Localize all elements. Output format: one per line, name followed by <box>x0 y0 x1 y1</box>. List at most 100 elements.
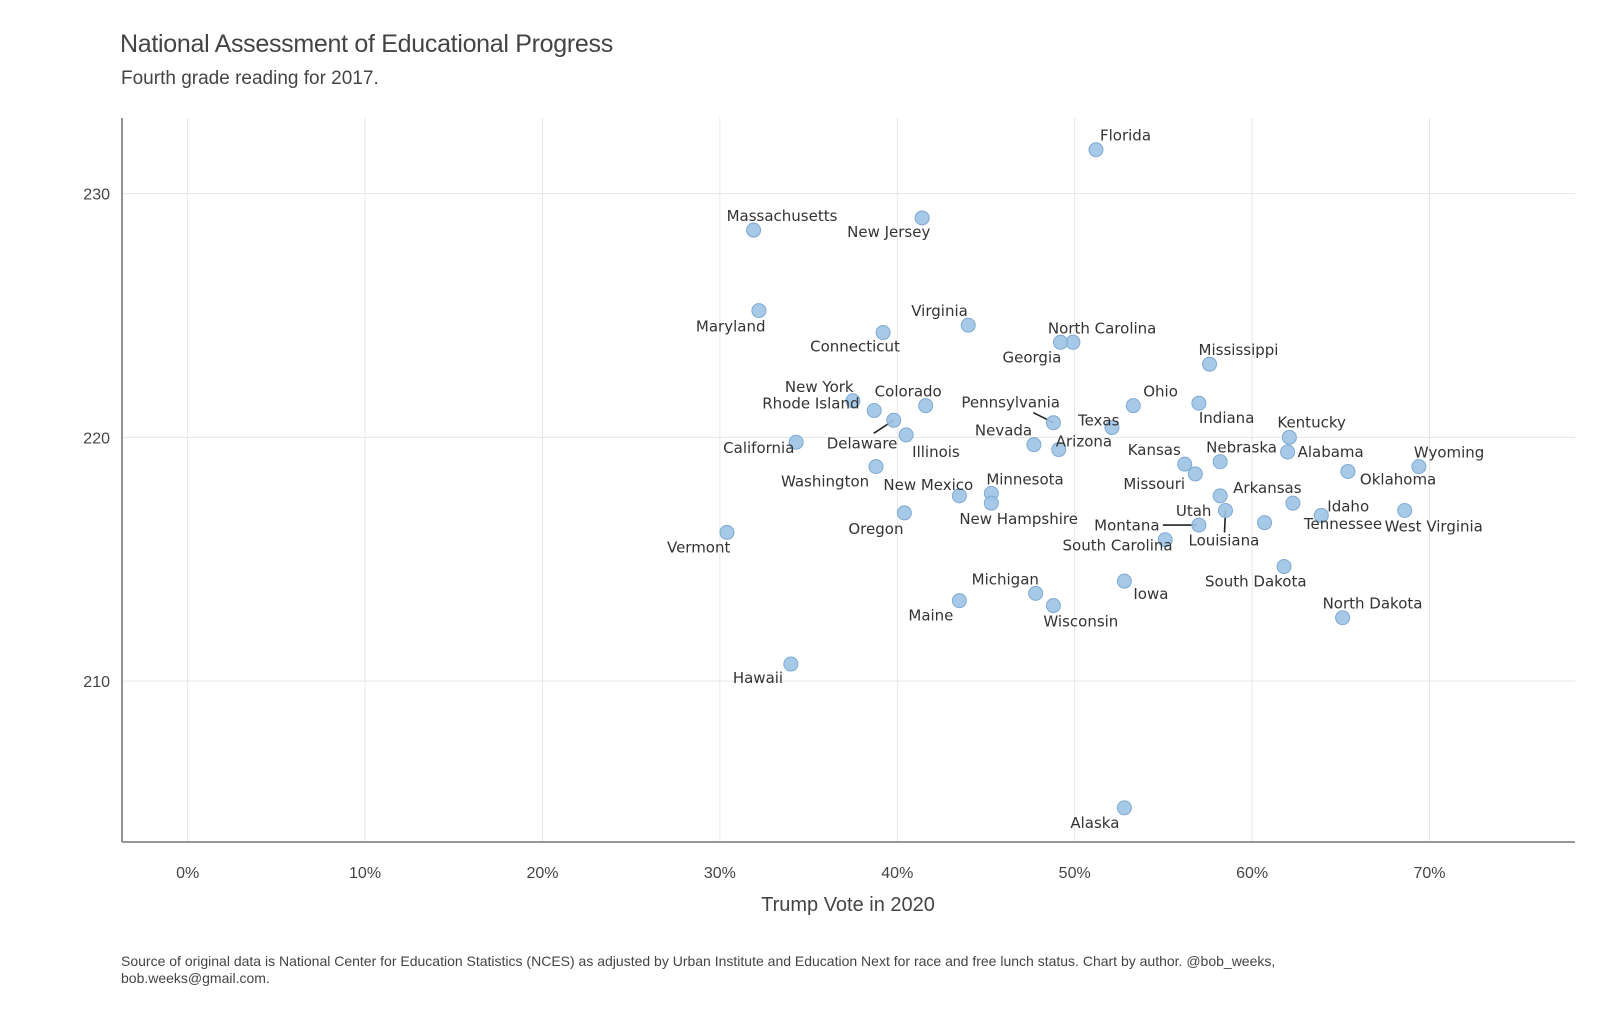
data-point <box>845 393 861 409</box>
point-label: Texas <box>1077 412 1120 430</box>
data-point <box>960 317 976 333</box>
data-point <box>1335 610 1351 626</box>
data-point <box>1026 437 1042 453</box>
point-label: Colorado <box>875 383 942 401</box>
x-tick-label: 20% <box>526 865 558 882</box>
data-point <box>1257 515 1273 531</box>
data-point <box>1191 517 1207 533</box>
point-label: Louisiana <box>1188 531 1259 549</box>
point-label: New Hampshire <box>959 510 1078 528</box>
data-point <box>983 495 999 511</box>
data-point <box>868 459 884 475</box>
point-label: Idaho <box>1327 497 1369 515</box>
point-label: Tennessee <box>1303 515 1382 533</box>
data-point <box>1313 507 1329 523</box>
data-point <box>1191 395 1207 411</box>
x-axis-title: Trump Vote in 2020 <box>761 894 935 916</box>
point-label: North Carolina <box>1048 319 1156 337</box>
data-point <box>746 222 762 238</box>
data-point <box>1280 444 1296 460</box>
data-point <box>1065 334 1081 350</box>
chart-title: National Assessment of Educational Progr… <box>120 30 613 58</box>
chart-subtitle: Fourth grade reading for 2017. <box>121 68 379 89</box>
point-label: Iowa <box>1133 585 1168 603</box>
data-point <box>1177 456 1193 472</box>
point-label: New Mexico <box>883 476 973 494</box>
point-label: Maryland <box>696 318 766 336</box>
data-point <box>783 656 799 672</box>
data-point <box>1053 334 1069 350</box>
axes: 0% 10% 20% 30% 40% 50% 60% 70% 210 220 230 <box>83 118 1575 882</box>
data-point <box>1116 800 1132 816</box>
point-label: Maine <box>908 607 953 625</box>
point-label: Alabama <box>1298 443 1364 461</box>
data-point <box>1281 429 1297 445</box>
point-label: Rhode Island <box>762 395 859 413</box>
point-label: Ohio <box>1143 383 1178 401</box>
point-label: Wyoming <box>1414 444 1484 462</box>
y-tick-label: 230 <box>83 187 110 204</box>
point-labels: Florida New Jersey Massachusetts Maryland Vi… <box>667 127 1484 832</box>
grid-lines <box>122 118 1575 842</box>
data-point <box>719 524 735 540</box>
data-points <box>719 142 1427 816</box>
point-label: New Jersey <box>847 223 930 241</box>
data-point <box>1411 459 1427 475</box>
point-label: California <box>723 439 794 457</box>
point-label: Kansas <box>1128 441 1181 459</box>
x-tick-label: 40% <box>881 865 913 882</box>
point-label: Delaware <box>827 434 898 452</box>
data-point <box>1116 573 1132 589</box>
data-point <box>898 427 914 443</box>
data-point <box>1285 495 1301 511</box>
data-point <box>1217 502 1233 518</box>
data-point <box>1212 488 1228 504</box>
point-label: Missouri <box>1123 475 1185 493</box>
data-point <box>1028 585 1044 601</box>
data-point <box>1125 398 1141 414</box>
point-label: Michigan <box>972 570 1039 588</box>
data-point <box>886 412 902 428</box>
data-point <box>866 403 882 419</box>
point-label: North Dakota <box>1323 595 1423 613</box>
data-point <box>1088 142 1104 158</box>
point-label: New York <box>785 378 854 396</box>
point-label: Wisconsin <box>1043 613 1118 631</box>
point-label: Vermont <box>667 538 731 556</box>
point-label: Arizona <box>1056 433 1112 451</box>
data-point <box>1397 502 1413 518</box>
point-label: Oregon <box>848 520 903 538</box>
point-label: Kentucky <box>1277 413 1346 431</box>
data-point <box>1045 598 1061 614</box>
data-point <box>1276 559 1292 575</box>
data-point <box>788 434 804 450</box>
data-point <box>875 325 891 341</box>
data-point <box>1187 466 1203 482</box>
data-point <box>751 303 767 319</box>
chart-caption: Source of original data is National Cent… <box>121 953 1276 986</box>
data-point <box>1157 532 1173 548</box>
x-tick-label: 10% <box>349 865 381 882</box>
point-label: Illinois <box>912 443 960 461</box>
y-tick-label: 210 <box>83 674 110 691</box>
data-point <box>1104 420 1120 436</box>
point-label: Utah <box>1176 502 1212 520</box>
point-label: Massachusetts <box>727 207 838 225</box>
point-label: Arkansas <box>1233 479 1302 497</box>
data-point <box>1202 356 1218 372</box>
point-label: South Dakota <box>1205 573 1307 591</box>
data-point <box>1212 454 1228 470</box>
point-label: Georgia <box>1003 348 1062 366</box>
point-label: Virginia <box>911 302 968 320</box>
data-point <box>951 593 967 609</box>
data-point <box>1340 463 1356 479</box>
data-point <box>1051 442 1067 458</box>
point-label: Alaska <box>1070 814 1119 832</box>
point-label: Pennsylvania <box>961 394 1060 412</box>
data-point <box>951 488 967 504</box>
point-label: Oklahoma <box>1360 470 1436 488</box>
x-tick-label: 70% <box>1414 865 1446 882</box>
point-label: Montana <box>1094 517 1159 535</box>
x-tick-label: 0% <box>176 865 199 882</box>
